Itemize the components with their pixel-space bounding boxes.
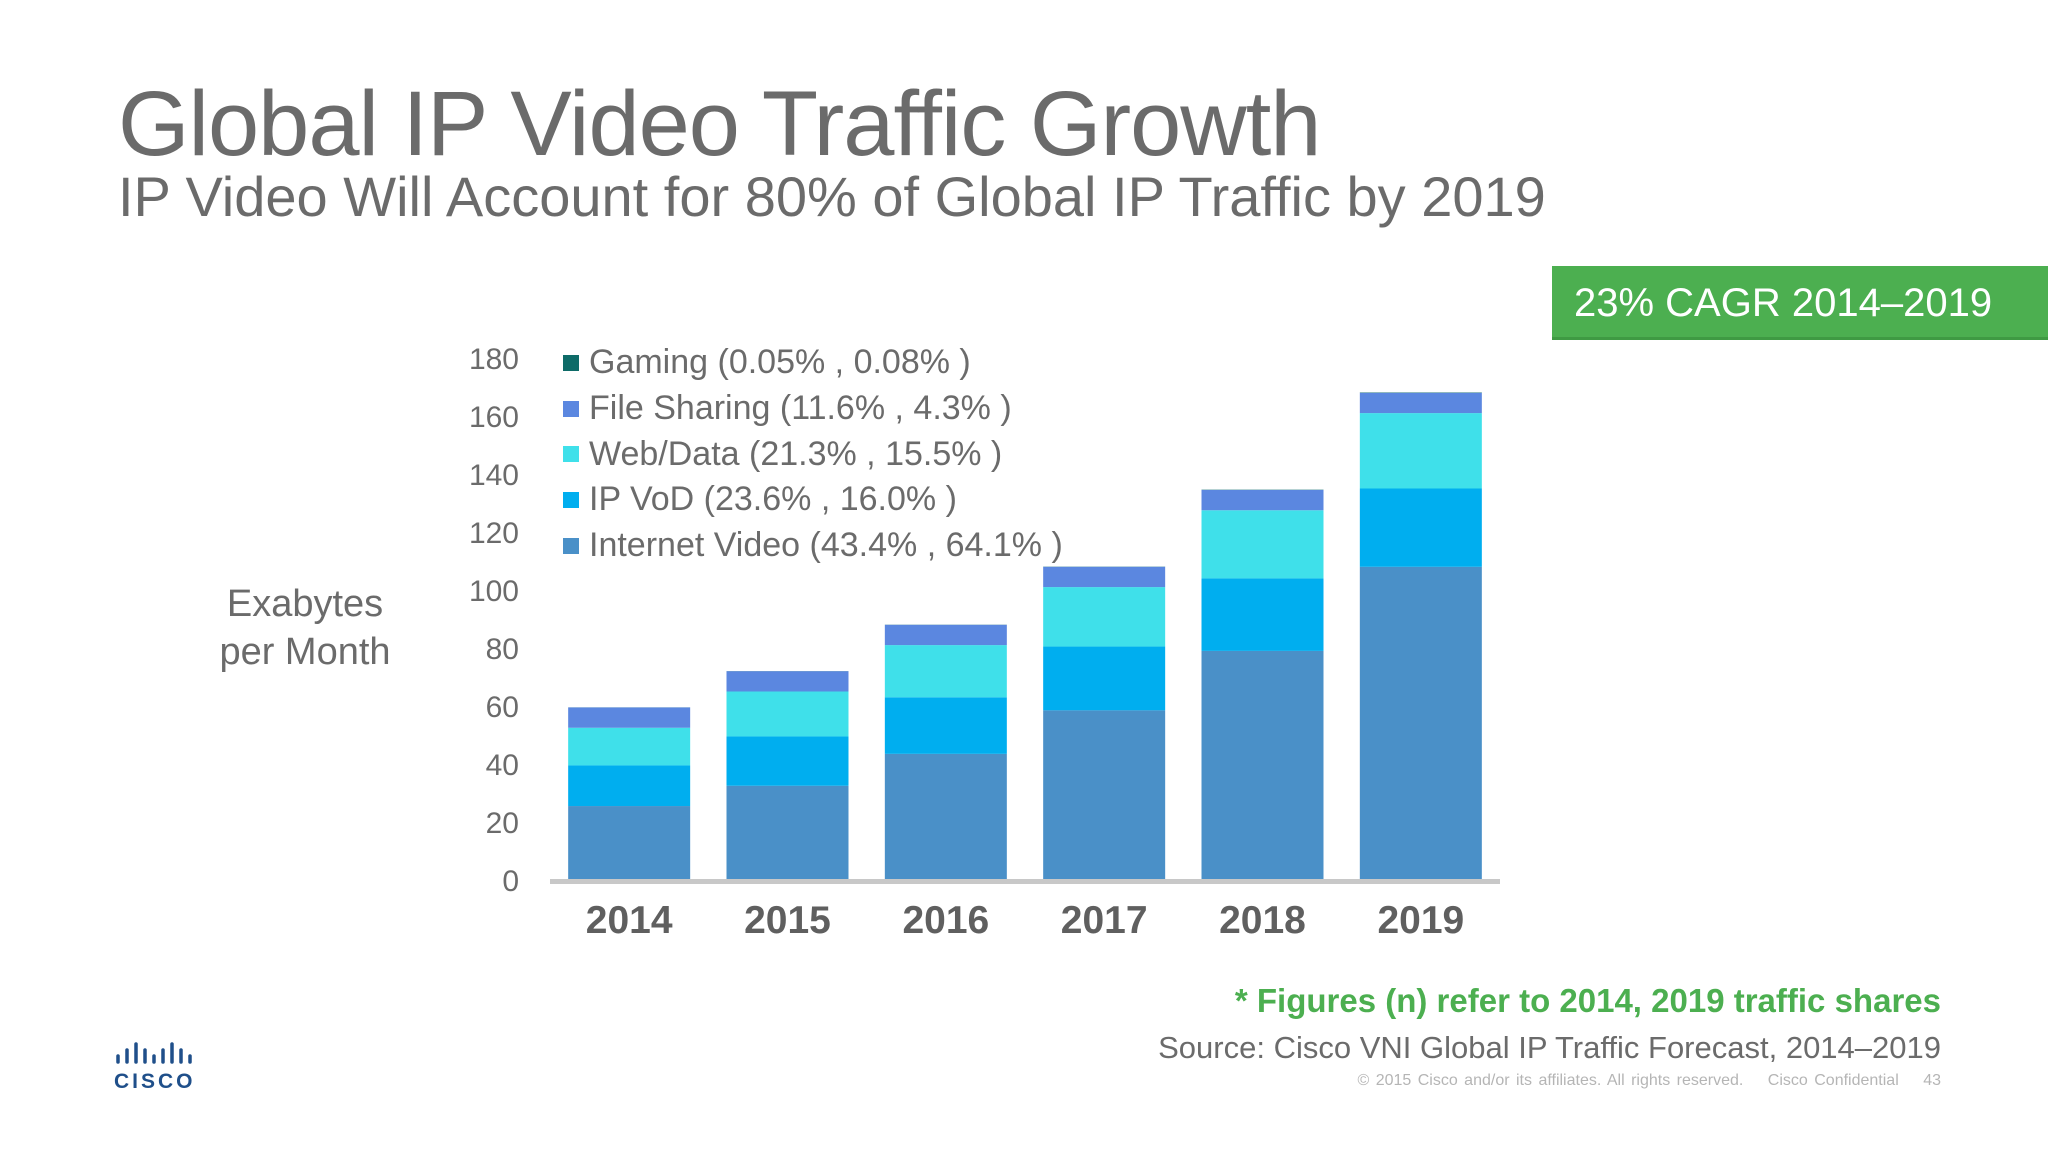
y-axis-label: Exabytes per Month — [170, 580, 440, 676]
y-tick-label: 0 — [502, 865, 519, 898]
legend-swatch — [563, 354, 579, 371]
page-number: 43 — [1923, 1072, 1941, 1089]
y-tick-label: 120 — [469, 517, 519, 550]
copyright-line: © 2015 Cisco and/or its affiliates. All … — [1357, 1072, 1941, 1090]
bar-segment — [1201, 578, 1324, 651]
bar-segment — [1201, 650, 1324, 880]
bar-segment — [884, 697, 1007, 754]
bar-segment — [1201, 510, 1324, 579]
bar-segment — [1043, 566, 1166, 588]
y-tick-label: 180 — [469, 343, 519, 376]
legend-label: File Sharing (11.6% , 4.3% ) — [589, 389, 1012, 428]
cisco-logo: CISCO — [114, 1040, 194, 1093]
bar-segment — [726, 671, 849, 692]
y-tick-label: 40 — [486, 749, 519, 782]
legend-item: Web/Data (21.3% , 15.5% ) — [563, 431, 1063, 477]
legend-swatch — [563, 400, 579, 417]
legend-swatch — [563, 446, 579, 463]
cisco-bridge-icon — [116, 1042, 192, 1064]
bar-segment — [726, 736, 849, 786]
slide-subtitle: IP Video Will Account for 80% of Global … — [118, 165, 1546, 228]
legend-swatch — [563, 537, 579, 554]
bar-segment — [884, 753, 1007, 880]
bar-segment — [884, 624, 1007, 646]
cisco-logo-text: CISCO — [114, 1070, 196, 1093]
x-tick-label: 2019 — [1377, 899, 1464, 942]
bar-segment — [568, 707, 691, 728]
legend-item: IP VoD (23.6% , 16.0% ) — [563, 477, 1063, 523]
y-tick-label: 60 — [486, 691, 519, 724]
footnote: * Figures (n) refer to 2014, 2019 traffi… — [1234, 982, 1941, 1019]
cagr-badge: 23% CAGR 2014–2019 — [1552, 266, 2048, 340]
legend-item: File Sharing (11.6% , 4.3% ) — [563, 386, 1063, 432]
bar-segment — [1043, 646, 1166, 711]
x-tick-label: 2017 — [1061, 899, 1148, 942]
legend-item: Gaming (0.05% , 0.08% ) — [563, 340, 1063, 386]
copyright-text: © 2015 Cisco and/or its affiliates. All … — [1357, 1072, 1744, 1089]
confidential-label: Cisco Confidential — [1767, 1072, 1899, 1089]
bar-segment — [1359, 413, 1482, 489]
legend-label: Internet Video (43.4% , 64.1% ) — [589, 526, 1063, 565]
bar-segment — [568, 806, 691, 880]
legend-swatch — [563, 491, 579, 508]
bar-segment — [1043, 710, 1166, 880]
y-tick-label: 80 — [486, 633, 519, 666]
bar-segment — [726, 691, 849, 737]
y-axis-label-line-1: Exabytes — [226, 583, 384, 625]
y-tick-label: 160 — [469, 401, 519, 434]
bar-segment — [1043, 587, 1166, 647]
bar-segment — [1359, 392, 1482, 414]
legend-label: Gaming (0.05% , 0.08% ) — [589, 343, 971, 382]
slide-title: Global IP Video Traffic Growth — [118, 73, 1321, 175]
x-tick-label: 2016 — [902, 899, 989, 942]
legend-label: Web/Data (21.3% , 15.5% ) — [589, 434, 1003, 473]
y-axis-label-line-2: per Month — [219, 631, 391, 673]
legend-label: IP VoD (23.6% , 16.0% ) — [589, 480, 957, 519]
x-tick-label: 2018 — [1219, 899, 1306, 942]
x-tick-label: 2015 — [744, 899, 831, 942]
x-tick-label: 2014 — [586, 899, 673, 942]
bar-segment — [568, 765, 691, 807]
source-note: Source: Cisco VNI Global IP Traffic Fore… — [1158, 1030, 1941, 1065]
y-tick-label: 140 — [469, 459, 519, 492]
y-tick-label: 100 — [469, 575, 519, 608]
bar-segment — [1359, 488, 1482, 567]
bar-segment — [1359, 566, 1482, 880]
y-tick-label: 20 — [486, 807, 519, 840]
bar-segment — [726, 785, 849, 880]
bar-segment — [568, 727, 691, 766]
bar-segment — [1201, 489, 1324, 511]
legend-item: Internet Video (43.4% , 64.1% ) — [563, 523, 1063, 569]
chart-legend: Gaming (0.05% , 0.08% ) File Sharing (11.… — [563, 340, 1063, 568]
bar-segment — [884, 645, 1007, 698]
